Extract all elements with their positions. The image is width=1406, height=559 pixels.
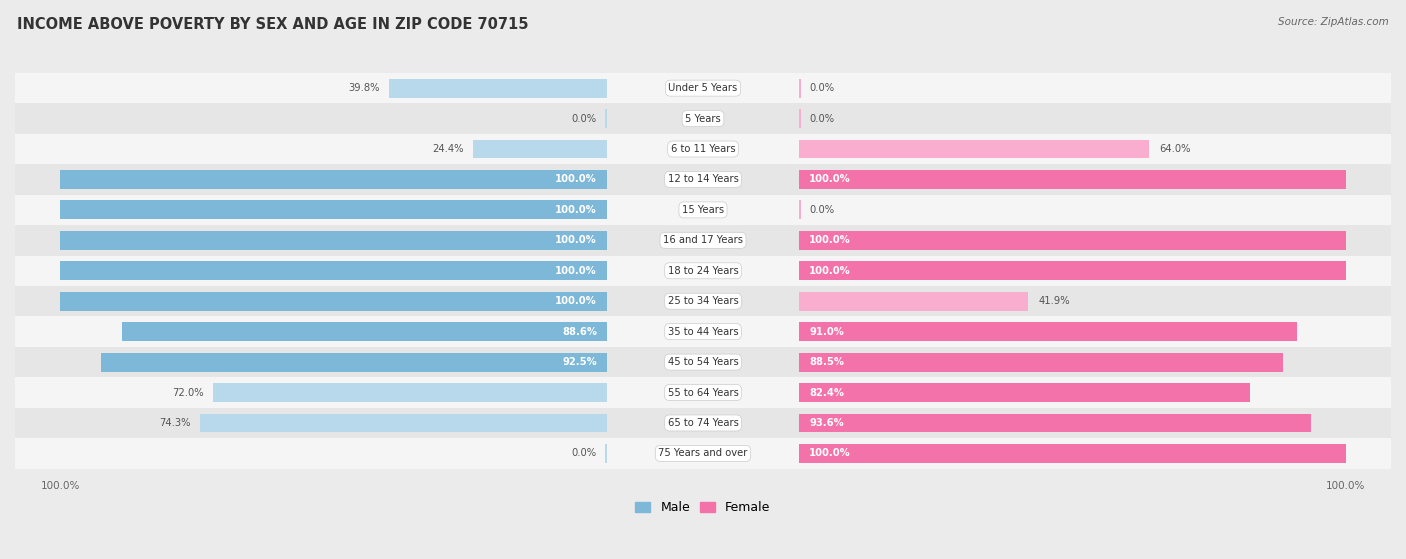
Bar — [800, 292, 1028, 311]
Bar — [60, 231, 606, 250]
Bar — [800, 231, 1346, 250]
Text: 100.0%: 100.0% — [808, 448, 851, 458]
Bar — [800, 140, 1149, 158]
Text: 88.6%: 88.6% — [562, 326, 598, 337]
Bar — [11, 255, 1395, 286]
Bar — [214, 383, 606, 402]
Text: Source: ZipAtlas.com: Source: ZipAtlas.com — [1278, 17, 1389, 27]
Bar — [60, 262, 606, 280]
Text: 93.6%: 93.6% — [808, 418, 844, 428]
Text: 100.0%: 100.0% — [808, 266, 851, 276]
Bar — [11, 134, 1395, 164]
Bar — [11, 377, 1395, 408]
Text: 0.0%: 0.0% — [808, 205, 834, 215]
Bar — [800, 414, 1310, 433]
Text: 25 to 34 Years: 25 to 34 Years — [668, 296, 738, 306]
Text: 0.0%: 0.0% — [808, 113, 834, 124]
Bar — [60, 292, 606, 311]
Bar — [800, 262, 1346, 280]
Bar — [800, 444, 1346, 463]
Text: 100.0%: 100.0% — [555, 235, 598, 245]
Text: INCOME ABOVE POVERTY BY SEX AND AGE IN ZIP CODE 70715: INCOME ABOVE POVERTY BY SEX AND AGE IN Z… — [17, 17, 529, 32]
Bar — [800, 170, 1346, 189]
Bar — [11, 347, 1395, 377]
Text: 64.0%: 64.0% — [1159, 144, 1191, 154]
Text: 100.0%: 100.0% — [555, 174, 598, 184]
Text: 35 to 44 Years: 35 to 44 Years — [668, 326, 738, 337]
Text: 6 to 11 Years: 6 to 11 Years — [671, 144, 735, 154]
Bar — [60, 201, 606, 219]
Text: 0.0%: 0.0% — [572, 113, 598, 124]
Text: 65 to 74 Years: 65 to 74 Years — [668, 418, 738, 428]
Bar — [11, 164, 1395, 195]
Text: 0.0%: 0.0% — [572, 448, 598, 458]
Text: 100.0%: 100.0% — [555, 205, 598, 215]
Text: 72.0%: 72.0% — [172, 387, 204, 397]
Bar — [11, 408, 1395, 438]
Text: 45 to 54 Years: 45 to 54 Years — [668, 357, 738, 367]
Bar — [201, 414, 606, 433]
Bar — [800, 322, 1296, 341]
Text: 5 Years: 5 Years — [685, 113, 721, 124]
Bar — [800, 383, 1250, 402]
Bar — [474, 140, 606, 158]
Bar — [605, 109, 606, 128]
Bar — [605, 444, 606, 463]
Bar — [11, 103, 1395, 134]
Bar — [11, 225, 1395, 255]
Text: 15 Years: 15 Years — [682, 205, 724, 215]
Bar — [101, 353, 606, 372]
Text: 91.0%: 91.0% — [808, 326, 844, 337]
Text: Under 5 Years: Under 5 Years — [668, 83, 738, 93]
Bar — [11, 286, 1395, 316]
Text: 55 to 64 Years: 55 to 64 Years — [668, 387, 738, 397]
Bar — [800, 109, 801, 128]
Text: 82.4%: 82.4% — [808, 387, 844, 397]
Text: 24.4%: 24.4% — [432, 144, 464, 154]
Text: 100.0%: 100.0% — [555, 266, 598, 276]
Text: 39.8%: 39.8% — [347, 83, 380, 93]
Text: 100.0%: 100.0% — [808, 235, 851, 245]
Text: 41.9%: 41.9% — [1038, 296, 1070, 306]
Bar — [11, 195, 1395, 225]
Text: 18 to 24 Years: 18 to 24 Years — [668, 266, 738, 276]
Text: 88.5%: 88.5% — [808, 357, 844, 367]
Text: 12 to 14 Years: 12 to 14 Years — [668, 174, 738, 184]
Text: 0.0%: 0.0% — [808, 83, 834, 93]
Text: 100.0%: 100.0% — [555, 296, 598, 306]
Bar — [800, 79, 801, 98]
Legend: Male, Female: Male, Female — [630, 496, 776, 519]
Bar — [800, 353, 1284, 372]
Text: 74.3%: 74.3% — [159, 418, 191, 428]
Text: 75 Years and over: 75 Years and over — [658, 448, 748, 458]
Bar — [800, 201, 801, 219]
Bar — [11, 73, 1395, 103]
Bar — [389, 79, 606, 98]
Text: 100.0%: 100.0% — [808, 174, 851, 184]
Bar — [11, 316, 1395, 347]
Bar — [122, 322, 606, 341]
Text: 16 and 17 Years: 16 and 17 Years — [664, 235, 742, 245]
Bar — [60, 170, 606, 189]
Bar — [11, 438, 1395, 468]
Text: 92.5%: 92.5% — [562, 357, 598, 367]
